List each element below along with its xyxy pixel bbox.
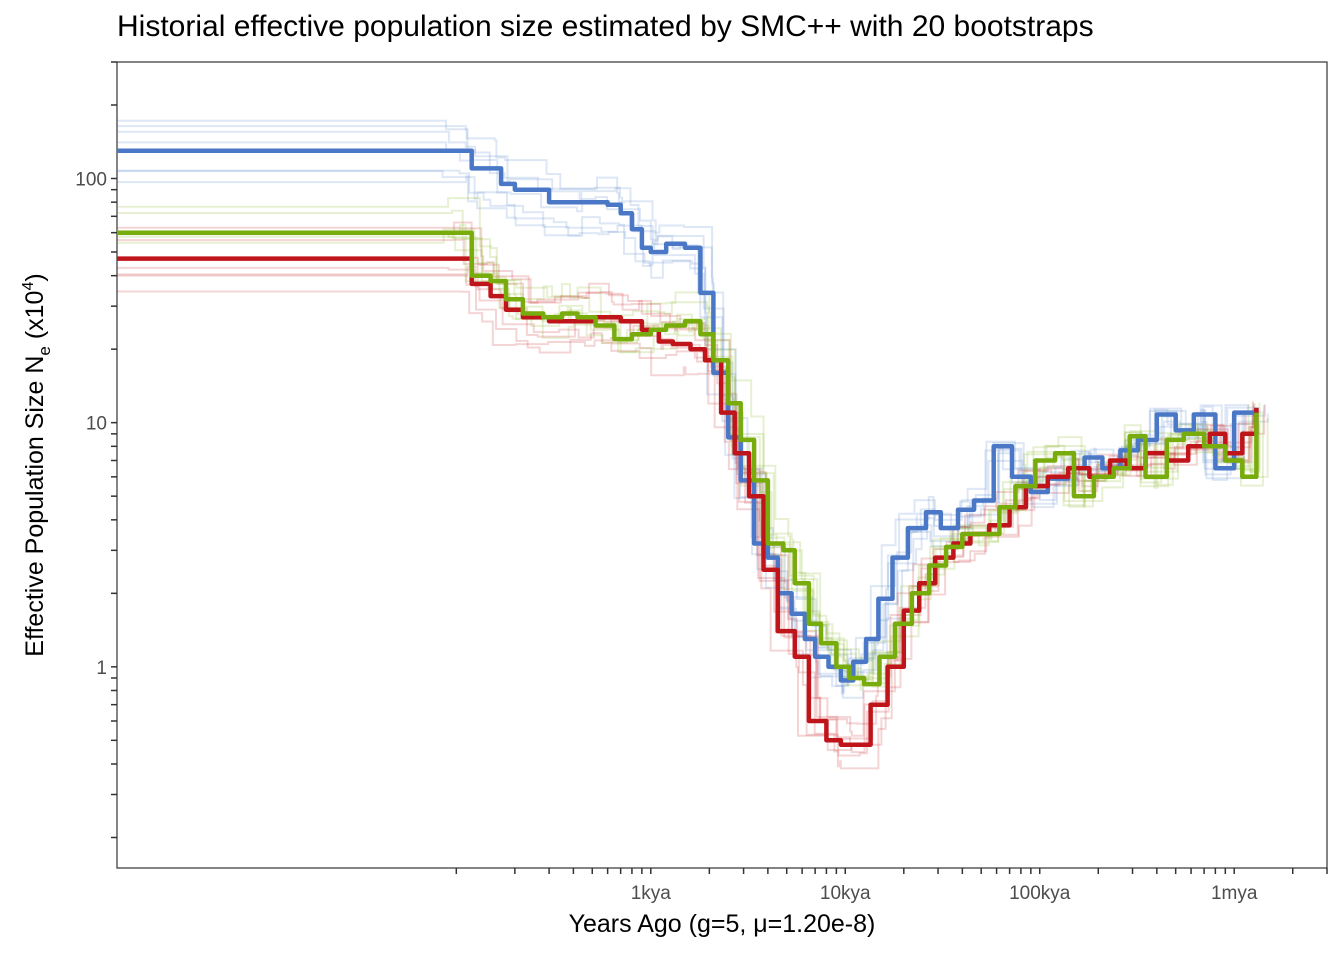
main-series-lines	[117, 148, 1259, 747]
y-axis-title-close: )	[21, 273, 49, 281]
chart-title: Historial effective population size esti…	[117, 10, 1094, 43]
y-axis-title: Effective Population Size Ne (x104)	[20, 273, 54, 656]
bootstrap-line	[117, 119, 1258, 676]
y-axis-title-exponent: 4	[20, 282, 37, 291]
y-tick-label: 10	[86, 414, 107, 435]
y-axis-title-unit: (x10	[21, 291, 49, 347]
series-line-1	[117, 256, 1259, 747]
bootstrap-line	[117, 290, 1258, 770]
y-tick-label: 100	[75, 169, 107, 190]
bootstrap-line	[117, 209, 1261, 675]
x-tick-label: 1kya	[631, 883, 672, 904]
x-tick-label: 1mya	[1211, 883, 1258, 904]
y-tick-label: 1	[96, 658, 107, 679]
x-axis: 1kya 10kya 100kya 1mya	[455, 868, 1328, 904]
x-axis-title: Years Ago (g=5, μ=1.20e-8)	[569, 910, 876, 938]
y-axis: 1 10 100	[75, 61, 117, 839]
series-line-2	[117, 230, 1259, 687]
x-tick-label: 10kya	[820, 883, 871, 904]
y-axis-title-subscript: e	[35, 346, 54, 355]
bootstrap-line	[117, 175, 1254, 699]
x-tick-label: 100kya	[1009, 883, 1071, 904]
y-axis-title-main: Effective Population Size N	[21, 356, 49, 657]
